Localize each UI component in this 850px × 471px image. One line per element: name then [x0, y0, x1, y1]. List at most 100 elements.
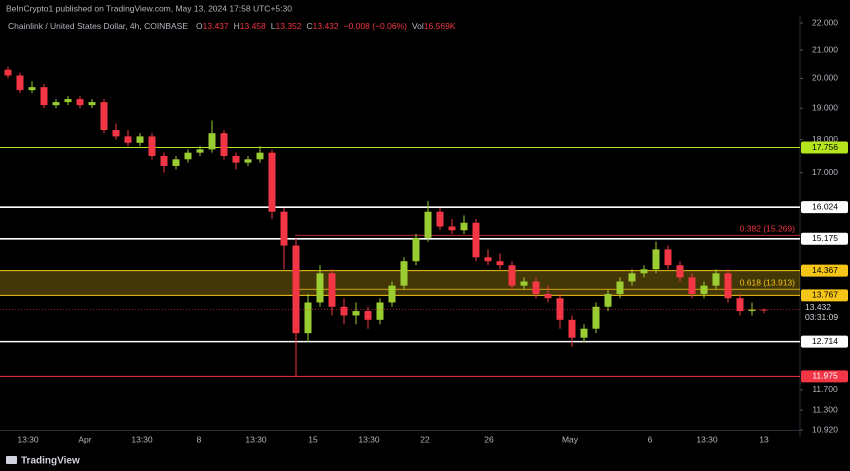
- candle-body: [544, 293, 552, 299]
- legend-key: L: [271, 21, 276, 31]
- level-label-bg: [801, 289, 848, 302]
- level-label-bg: [801, 370, 848, 383]
- x-tick-label: 13:30: [131, 434, 153, 444]
- candle-body: [172, 159, 180, 167]
- level-label: 11.975: [812, 371, 838, 381]
- y-tick-label: 10.920: [812, 424, 838, 434]
- fib-label: 0.382 (15.269): [740, 223, 795, 233]
- candle-body: [364, 311, 372, 320]
- x-tick-label: Apr: [78, 434, 91, 444]
- candle-body: [508, 265, 516, 286]
- candle-body: [4, 69, 12, 76]
- level-label: 14.367: [812, 265, 838, 275]
- legend-value: 13.432: [313, 21, 339, 31]
- candle-body: [316, 273, 324, 303]
- candle-body: [76, 99, 84, 106]
- candle-body: [436, 211, 444, 227]
- candle-body: [496, 261, 504, 266]
- x-tick-label: 22: [420, 434, 430, 444]
- candle-body: [628, 273, 636, 282]
- y-tick-label: 17.000: [812, 167, 838, 177]
- candle-body: [448, 226, 456, 231]
- legend-value: 13.352: [276, 21, 302, 31]
- candle-body: [160, 155, 168, 167]
- candle-body: [304, 302, 312, 334]
- candle-body: [580, 328, 588, 338]
- level-label: 17.756: [812, 142, 838, 152]
- candle-body: [664, 249, 672, 266]
- zone: [0, 270, 800, 296]
- x-tick-label: 6: [648, 434, 653, 444]
- candle-body: [124, 136, 132, 143]
- candle-body: [712, 273, 720, 286]
- candle-body: [256, 152, 264, 160]
- candle-body: [208, 133, 216, 150]
- candle-body: [520, 281, 528, 286]
- x-tick-label: 13:30: [245, 434, 267, 444]
- y-tick-label: 20.000: [812, 73, 838, 83]
- candle-body: [400, 261, 408, 286]
- candle-body: [268, 152, 276, 212]
- legend-value: 13.437: [203, 21, 229, 31]
- legend-change: −0.008 (−0.06%): [344, 21, 407, 31]
- level-label: 12.714: [812, 336, 838, 346]
- footer-logo: TradingView: [6, 456, 80, 467]
- y-tick-label: 19.000: [812, 102, 838, 112]
- x-tick-label: 15: [308, 434, 318, 444]
- publisher: BeInCrypto1 published on TradingView.com…: [6, 3, 292, 13]
- candle-body: [472, 222, 480, 258]
- level-label-bg: [801, 335, 848, 348]
- candle-body: [604, 293, 612, 307]
- candle-body: [352, 311, 360, 316]
- candle-body: [52, 102, 60, 106]
- level-label: 16.024: [812, 201, 838, 211]
- candle-body: [328, 273, 336, 307]
- y-tick-label: 21.000: [812, 44, 838, 54]
- legend-value: 13.458: [240, 21, 266, 31]
- last-price: 13.432: [805, 302, 831, 312]
- y-tick-label: 18.000: [812, 134, 838, 144]
- fib-label: 0.618 (13.913): [740, 278, 795, 288]
- level-label: 15.175: [812, 233, 838, 243]
- candle-body: [532, 281, 540, 294]
- candle-body: [88, 102, 96, 106]
- x-tick-label: 13:30: [696, 434, 718, 444]
- candle-body: [760, 309, 768, 311]
- candle-body: [640, 269, 648, 274]
- candle-body: [232, 155, 240, 163]
- candle-body: [184, 152, 192, 160]
- candle-body: [556, 298, 564, 320]
- candle-body: [220, 133, 228, 156]
- candle-body: [688, 277, 696, 294]
- candle-body: [28, 87, 36, 91]
- level-label-bg: [801, 232, 848, 245]
- x-tick-label: 13:30: [17, 434, 39, 444]
- y-tick-label: 11.300: [812, 404, 838, 414]
- level-label-bg: [801, 264, 848, 277]
- x-tick-label: 13: [759, 434, 769, 444]
- legend-key: C: [307, 21, 313, 31]
- candle-body: [484, 257, 492, 262]
- candle-body: [376, 302, 384, 320]
- candle-body: [616, 281, 624, 294]
- candle-body: [136, 136, 144, 143]
- x-tick-label: May: [562, 434, 579, 444]
- legend-title: Chainlink / United States Dollar, 4h, CO…: [8, 21, 188, 31]
- candle-body: [568, 319, 576, 338]
- candle-body: [388, 285, 396, 303]
- candle-body: [16, 75, 24, 91]
- footer-text: TradingView: [21, 456, 80, 467]
- candle-body: [40, 87, 48, 106]
- candle-body: [244, 159, 252, 163]
- candle-body: [424, 211, 432, 238]
- candle-body: [676, 265, 684, 278]
- candle-body: [100, 102, 108, 130]
- candle-body: [64, 99, 72, 103]
- candle-body: [652, 249, 660, 270]
- candle-body: [148, 136, 156, 156]
- candle-body: [340, 306, 348, 316]
- level-label: 13.767: [812, 290, 838, 300]
- candle-body: [196, 149, 204, 153]
- legend-key: O: [196, 21, 203, 31]
